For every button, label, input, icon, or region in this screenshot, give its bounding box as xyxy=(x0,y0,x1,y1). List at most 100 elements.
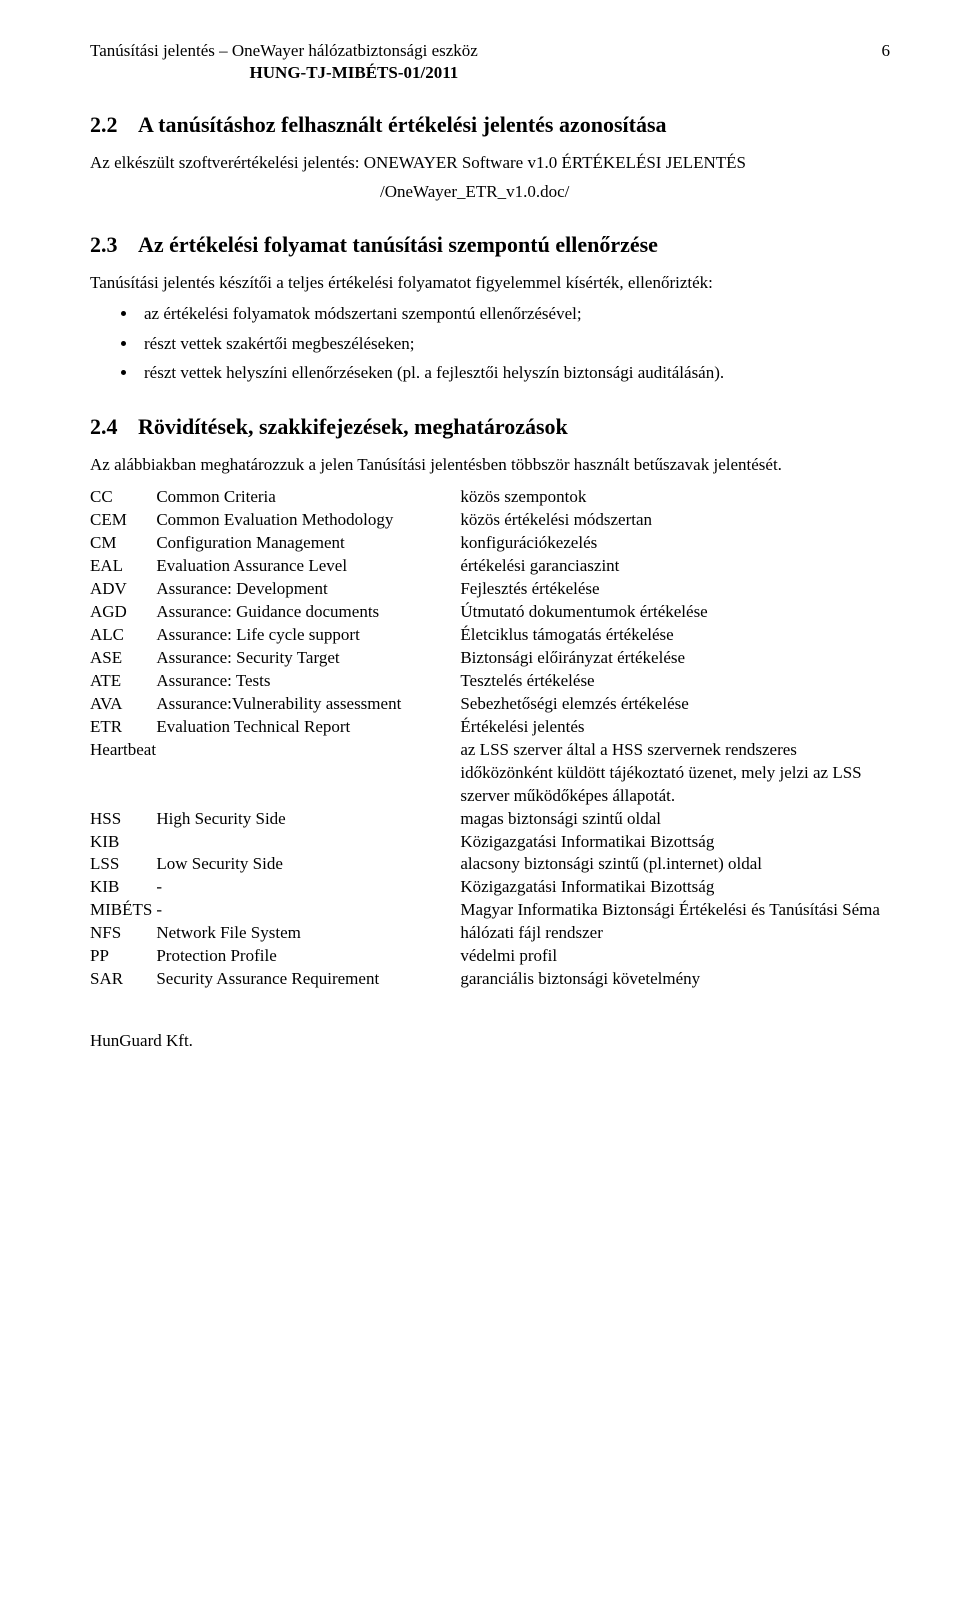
page-number: 6 xyxy=(882,40,891,84)
abbr-expansion: Evaluation Assurance Level xyxy=(156,555,460,578)
section-2-2-num: 2.2 xyxy=(90,112,138,138)
s23-b3: részt vettek helyszíni ellenőrzéseken (p… xyxy=(138,360,890,386)
header-subtitle: HUNG-TJ-MIBÉTS-01/2011 xyxy=(230,62,478,84)
abbr-meaning: magas biztonsági szintű oldal xyxy=(460,808,890,831)
table-row: MIBÉTS-Magyar Informatika Biztonsági Ért… xyxy=(90,899,890,922)
abbr-expansion: High Security Side xyxy=(156,808,460,831)
abbr-meaning: Értékelési jelentés xyxy=(460,716,890,739)
table-row: KIB-Közigazgatási Informatikai Bizottság xyxy=(90,876,890,899)
document-page: Tanúsítási jelentés – OneWayer hálózatbi… xyxy=(0,0,960,1091)
table-row: SARSecurity Assurance Requirementgaranci… xyxy=(90,968,890,991)
abbr-code: PP xyxy=(90,945,156,968)
table-row: HSSHigh Security Sidemagas biztonsági sz… xyxy=(90,808,890,831)
abbr-expansion: Assurance: Guidance documents xyxy=(156,601,460,624)
abbr-expansion: Common Evaluation Methodology xyxy=(156,509,460,532)
abbr-meaning: Fejlesztés értékelése xyxy=(460,578,890,601)
abbr-code: KIB xyxy=(90,876,156,899)
abbr-meaning: értékelési garanciaszint xyxy=(460,555,890,578)
table-row: ATEAssurance: TestsTesztelés értékelése xyxy=(90,670,890,693)
table-row: EALEvaluation Assurance Levelértékelési … xyxy=(90,555,890,578)
table-row: NFSNetwork File Systemhálózati fájl rend… xyxy=(90,922,890,945)
header-left-block: Tanúsítási jelentés – OneWayer hálózatbi… xyxy=(90,40,478,84)
abbr-code: MIBÉTS xyxy=(90,899,156,922)
abbr-meaning: Biztonsági előirányzat értékelése xyxy=(460,647,890,670)
abbr-code: KIB xyxy=(90,831,156,854)
abbr-meaning: Tesztelés értékelése xyxy=(460,670,890,693)
table-row: Heartbeataz LSS szerver által a HSS szer… xyxy=(90,739,890,808)
abbr-expansion: Assurance: Development xyxy=(156,578,460,601)
abbr-expansion: Protection Profile xyxy=(156,945,460,968)
table-row: AVAAssurance:Vulnerability assessmentSeb… xyxy=(90,693,890,716)
abbr-meaning: hálózati fájl rendszer xyxy=(460,922,890,945)
section-2-2-text: A tanúsításhoz felhasznált értékelési je… xyxy=(138,112,667,138)
abbr-expansion: Low Security Side xyxy=(156,853,460,876)
abbr-expansion xyxy=(156,831,460,854)
table-row: ALCAssurance: Life cycle supportÉletcikl… xyxy=(90,624,890,647)
abbr-code: ADV xyxy=(90,578,156,601)
abbr-meaning: alacsony biztonsági szintű (pl.internet)… xyxy=(460,853,890,876)
abbr-code: CEM xyxy=(90,509,156,532)
s22-p1: Az elkészült szoftverértékelési jelentés… xyxy=(90,152,890,175)
s23-b1: az értékelési folyamatok módszertani sze… xyxy=(138,301,890,327)
abbr-meaning: Magyar Informatika Biztonsági Értékelési… xyxy=(460,899,890,922)
abbr-meaning: védelmi profil xyxy=(460,945,890,968)
abbr-expansion: Network File System xyxy=(156,922,460,945)
abbr-expansion: Security Assurance Requirement xyxy=(156,968,460,991)
abbr-expansion: Common Criteria xyxy=(156,486,460,509)
abbr-code: Heartbeat xyxy=(90,739,460,808)
s23-bullets: az értékelési folyamatok módszertani sze… xyxy=(90,301,890,386)
section-2-4-text: Rövidítések, szakkifejezések, meghatároz… xyxy=(138,414,568,440)
abbr-code: ASE xyxy=(90,647,156,670)
section-2-3-title: 2.3 Az értékelési folyamat tanúsítási sz… xyxy=(90,232,890,258)
abbr-meaning: az LSS szerver által a HSS szervernek re… xyxy=(460,739,890,808)
table-row: KIB Közigazgatási Informatikai Bizottság xyxy=(90,831,890,854)
abbr-code: NFS xyxy=(90,922,156,945)
abbr-expansion: Evaluation Technical Report xyxy=(156,716,460,739)
abbr-code: AGD xyxy=(90,601,156,624)
section-2-4-title: 2.4 Rövidítések, szakkifejezések, meghat… xyxy=(90,414,890,440)
s22-p2: /OneWayer_ETR_v1.0.doc/ xyxy=(380,181,890,204)
abbr-expansion: Assurance:Vulnerability assessment xyxy=(156,693,460,716)
section-2-3-text: Az értékelési folyamat tanúsítási szempo… xyxy=(138,232,658,258)
abbr-expansion: Configuration Management xyxy=(156,532,460,555)
abbr-meaning: Közigazgatási Informatikai Bizottság xyxy=(460,831,890,854)
s23-b2: részt vettek szakértői megbeszéléseken; xyxy=(138,331,890,357)
section-2-4-num: 2.4 xyxy=(90,414,138,440)
table-row: CCCommon Criteriaközös szempontok xyxy=(90,486,890,509)
abbr-code: CM xyxy=(90,532,156,555)
table-row: ADVAssurance: DevelopmentFejlesztés érté… xyxy=(90,578,890,601)
abbr-code: ETR xyxy=(90,716,156,739)
abbr-meaning: konfigurációkezelés xyxy=(460,532,890,555)
abbr-code: EAL xyxy=(90,555,156,578)
abbr-expansion: Assurance: Life cycle support xyxy=(156,624,460,647)
abbr-meaning: Útmutató dokumentumok értékelése xyxy=(460,601,890,624)
footer-text: HunGuard Kft. xyxy=(90,1031,890,1051)
header-title: Tanúsítási jelentés – OneWayer hálózatbi… xyxy=(90,40,478,62)
section-2-3-num: 2.3 xyxy=(90,232,138,258)
s23-p1: Tanúsítási jelentés készítői a teljes ér… xyxy=(90,272,890,295)
abbr-meaning: garanciális biztonsági követelmény xyxy=(460,968,890,991)
abbr-code: CC xyxy=(90,486,156,509)
abbr-code: SAR xyxy=(90,968,156,991)
section-2-2-title: 2.2 A tanúsításhoz felhasznált értékelés… xyxy=(90,112,890,138)
abbr-code: ALC xyxy=(90,624,156,647)
abbr-meaning: közös értékelési módszertan xyxy=(460,509,890,532)
abbreviations-table: CCCommon Criteriaközös szempontokCEMComm… xyxy=(90,486,890,991)
abbr-code: AVA xyxy=(90,693,156,716)
table-row: PPProtection Profilevédelmi profil xyxy=(90,945,890,968)
table-row: ASEAssurance: Security TargetBiztonsági … xyxy=(90,647,890,670)
page-header: Tanúsítási jelentés – OneWayer hálózatbi… xyxy=(90,40,890,84)
abbr-code: HSS xyxy=(90,808,156,831)
table-row: LSSLow Security Sidealacsony biztonsági … xyxy=(90,853,890,876)
abbr-expansion: - xyxy=(156,899,460,922)
abbr-code: ATE xyxy=(90,670,156,693)
abbr-expansion: Assurance: Security Target xyxy=(156,647,460,670)
abbr-expansion: - xyxy=(156,876,460,899)
abbr-expansion: Assurance: Tests xyxy=(156,670,460,693)
abbr-meaning: közös szempontok xyxy=(460,486,890,509)
abbr-meaning: Sebezhetőségi elemzés értékelése xyxy=(460,693,890,716)
abbr-meaning: Közigazgatási Informatikai Bizottság xyxy=(460,876,890,899)
abbr-meaning: Életciklus támogatás értékelése xyxy=(460,624,890,647)
table-row: CEMCommon Evaluation Methodologyközös ér… xyxy=(90,509,890,532)
s24-p1: Az alábbiakban meghatározzuk a jelen Tan… xyxy=(90,454,890,477)
